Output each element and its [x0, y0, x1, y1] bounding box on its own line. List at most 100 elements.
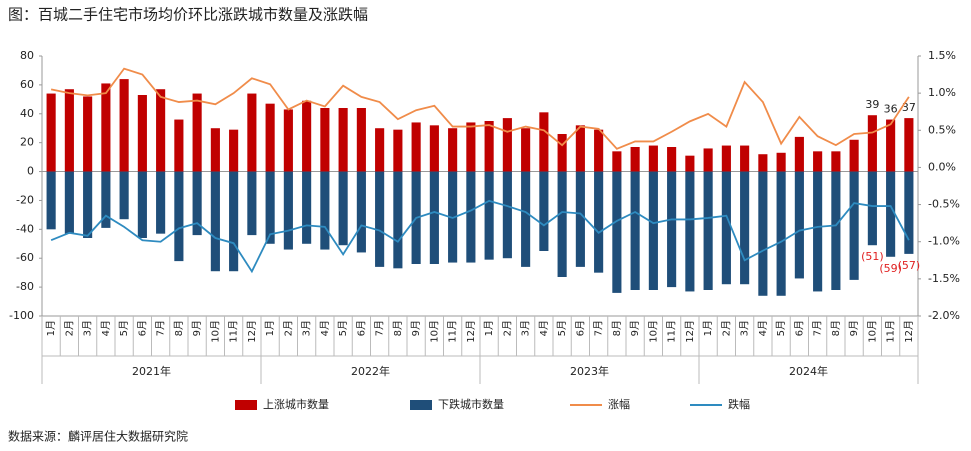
bar — [867, 171, 877, 246]
bar — [320, 108, 330, 172]
bar — [703, 171, 713, 290]
legend-swatch — [410, 400, 432, 410]
bar — [740, 145, 750, 172]
bar — [667, 171, 677, 288]
bar — [758, 171, 768, 296]
bar — [137, 95, 147, 172]
bar — [539, 171, 549, 251]
data-label: (57) — [898, 259, 921, 272]
y-tick-label: 40 — [20, 107, 34, 120]
bar — [867, 115, 877, 172]
bar — [466, 122, 476, 172]
y2-tick-label: 1.5% — [928, 49, 956, 62]
bar — [137, 171, 147, 238]
year-label: 2023年 — [570, 364, 609, 378]
bar — [320, 171, 330, 250]
x-tick-label: 9月 — [629, 320, 641, 336]
bar — [192, 93, 202, 172]
bar — [721, 145, 731, 172]
x-tick-label: 6月 — [574, 320, 586, 336]
x-tick-label: 3月 — [82, 320, 94, 336]
bar — [265, 171, 275, 244]
y2-tick-label: 0.0% — [928, 160, 956, 173]
x-tick-label: 3月 — [301, 320, 313, 336]
bar — [448, 128, 458, 172]
bar — [156, 89, 166, 172]
y-tick-label: -100 — [9, 309, 34, 322]
year-label: 2024年 — [789, 364, 828, 378]
bar — [594, 129, 604, 172]
bar — [83, 96, 93, 172]
bar — [813, 171, 823, 292]
bar — [886, 119, 896, 172]
x-tick-label: 2月 — [720, 320, 732, 336]
bar — [521, 171, 531, 267]
x-tick-label: 7月 — [812, 320, 824, 336]
bar — [247, 93, 257, 172]
x-tick-label: 8月 — [611, 320, 623, 336]
bar — [904, 171, 914, 254]
bar — [703, 148, 713, 172]
data-label: (51) — [861, 250, 884, 263]
x-tick-label: 1月 — [45, 320, 57, 336]
x-tick-label: 5月 — [118, 320, 130, 336]
y2-tick-label: -0.5% — [928, 198, 960, 211]
x-tick-label: 4月 — [757, 320, 769, 336]
bar — [46, 93, 56, 172]
bar — [101, 171, 111, 228]
y-tick-label: -40 — [16, 222, 34, 235]
x-tick-label: 1月 — [264, 320, 276, 336]
x-tick-label: 4月 — [100, 320, 112, 336]
y2-tick-label: 0.5% — [928, 123, 956, 136]
x-tick-label: 7月 — [593, 320, 605, 336]
bar — [64, 171, 74, 234]
bar — [247, 171, 257, 236]
x-tick-label: 9月 — [191, 320, 203, 336]
data-label: (59) — [879, 262, 902, 275]
bar — [685, 155, 695, 172]
x-tick-label: 10月 — [428, 320, 440, 343]
bar — [283, 109, 293, 172]
bar — [667, 147, 677, 172]
bar — [64, 89, 74, 172]
bar — [265, 103, 275, 172]
bar — [192, 171, 202, 236]
legend-swatch — [235, 400, 257, 410]
source: 数据来源：麟评居住大数据研究院 — [8, 429, 188, 444]
bar — [794, 171, 804, 279]
bar — [521, 128, 531, 172]
bar — [849, 171, 859, 280]
bar — [393, 171, 403, 269]
bar — [375, 171, 385, 267]
y-tick-label: -20 — [16, 193, 34, 206]
bar — [776, 171, 786, 296]
x-tick-label: 4月 — [319, 320, 331, 336]
x-tick-label: 11月 — [228, 320, 240, 343]
year-label: 2022年 — [351, 364, 390, 378]
bar — [721, 171, 731, 285]
y2-tick-label: 1.0% — [928, 86, 956, 99]
bar — [831, 151, 841, 172]
bar — [484, 171, 494, 260]
bar — [83, 171, 93, 238]
y2-tick-label: -1.5% — [928, 272, 960, 285]
bar — [758, 154, 768, 172]
y2-tick-label: -1.0% — [928, 235, 960, 248]
bar — [831, 171, 841, 290]
x-tick-label: 12月 — [903, 320, 915, 343]
bar — [411, 122, 421, 172]
year-label: 2021年 — [132, 364, 171, 378]
x-tick-label: 10月 — [209, 320, 221, 343]
x-tick-label: 9月 — [848, 320, 860, 336]
x-tick-label: 2月 — [63, 320, 75, 336]
legend-label: 上涨城市数量 — [263, 397, 329, 411]
y-tick-label: 0 — [27, 165, 34, 178]
x-tick-label: 5月 — [337, 320, 349, 336]
bar — [685, 171, 695, 292]
bar — [101, 83, 111, 172]
bar — [484, 121, 494, 172]
bar — [648, 145, 658, 172]
x-tick-label: 12月 — [465, 320, 477, 343]
bar — [338, 171, 348, 246]
data-label: 36 — [884, 103, 898, 116]
